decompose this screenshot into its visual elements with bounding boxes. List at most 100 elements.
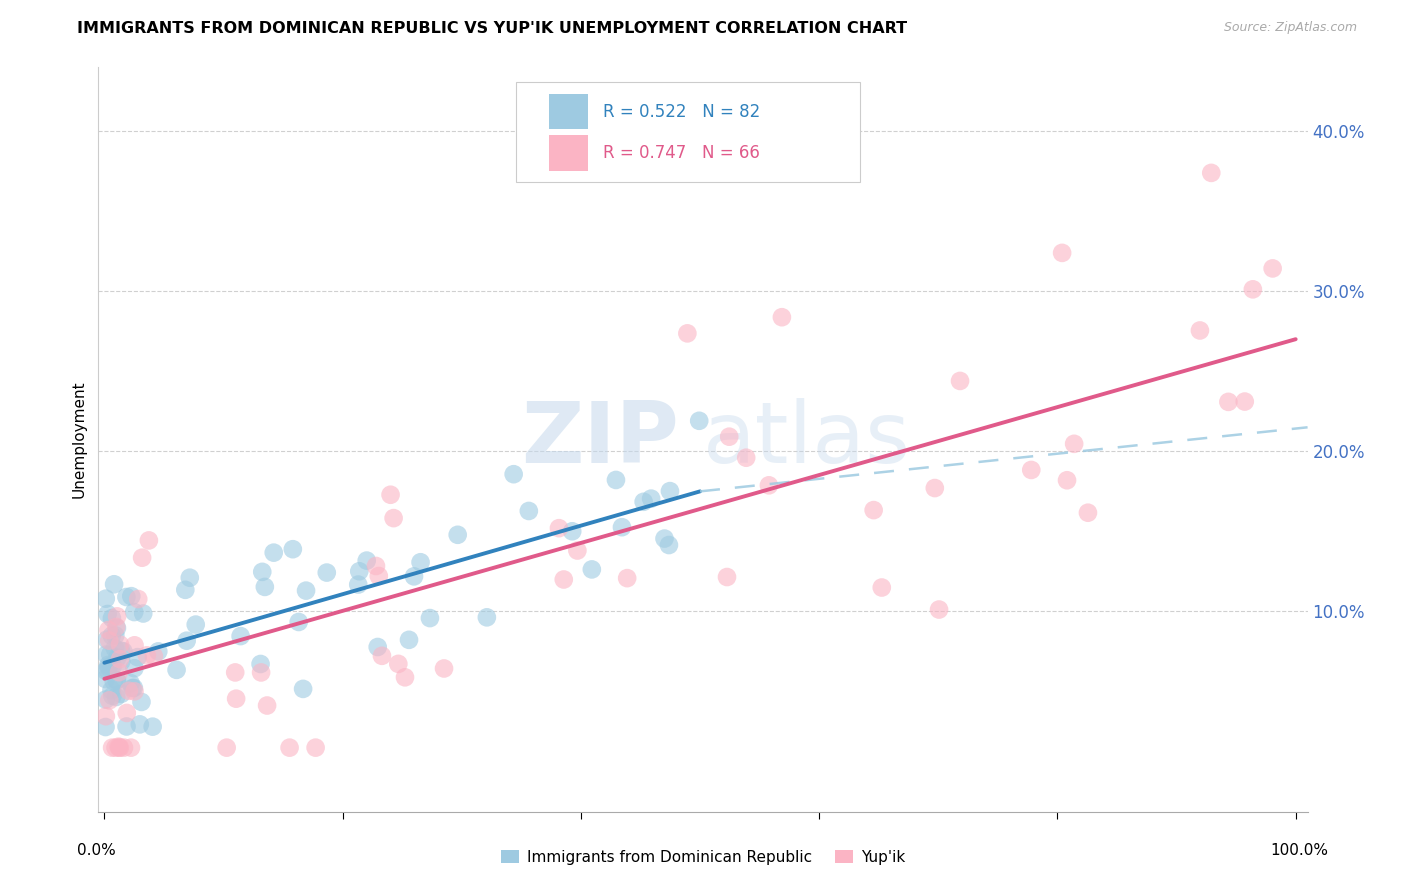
Point: [633, 495, 655, 509]
Point: [135, 648, 157, 663]
Point: [610, 520, 633, 534]
Point: [108, 652, 131, 666]
Point: [115, 590, 138, 604]
Point: [758, 478, 780, 492]
Point: [131, 550, 153, 565]
Point: [364, 558, 387, 573]
Point: [394, 670, 416, 684]
Text: atlas: atlas: [703, 398, 911, 481]
Point: [475, 610, 498, 624]
Point: [166, 663, 188, 677]
Point: [148, 644, 170, 658]
Point: [862, 503, 884, 517]
Point: [120, 589, 142, 603]
Legend: Immigrants from Dominican Republic, Yup'ik: Immigrants from Dominican Republic, Yup'…: [495, 844, 911, 871]
Point: [101, 740, 124, 755]
Point: [124, 638, 146, 652]
Point: [567, 543, 589, 558]
Point: [278, 740, 301, 755]
Point: [104, 628, 127, 642]
Point: [105, 673, 128, 687]
Point: [100, 659, 122, 673]
Point: [101, 611, 124, 625]
Point: [605, 473, 627, 487]
Point: [131, 695, 153, 709]
Point: [252, 565, 274, 579]
Point: [253, 580, 276, 594]
Point: [616, 571, 638, 585]
Text: IMMIGRANTS FROM DOMINICAN REPUBLIC VS YUP'IK UNEMPLOYMENT CORRELATION CHART: IMMIGRANTS FROM DOMINICAN REPUBLIC VS YU…: [77, 21, 907, 36]
Point: [380, 488, 402, 502]
Point: [502, 467, 524, 482]
Point: [548, 521, 571, 535]
Text: 100.0%: 100.0%: [1271, 843, 1329, 858]
Point: [112, 740, 135, 755]
Point: [263, 546, 285, 560]
Point: [304, 740, 326, 755]
Point: [1241, 282, 1264, 296]
Point: [928, 602, 950, 616]
Point: [112, 644, 135, 658]
Point: [688, 414, 710, 428]
Point: [215, 740, 238, 755]
Point: [122, 681, 145, 695]
Point: [174, 582, 197, 597]
Point: [658, 484, 681, 499]
Point: [179, 571, 201, 585]
Point: [101, 658, 124, 673]
Point: [1050, 245, 1073, 260]
Point: [122, 605, 145, 619]
Point: [108, 665, 131, 680]
Point: [110, 655, 132, 669]
Point: [105, 620, 128, 634]
Point: [105, 690, 128, 704]
Point: [387, 657, 409, 671]
Point: [110, 644, 132, 658]
Point: [1063, 437, 1085, 451]
Point: [107, 739, 129, 754]
Point: [770, 310, 793, 325]
Point: [949, 374, 972, 388]
Point: [1233, 394, 1256, 409]
Point: [105, 651, 128, 665]
Point: [108, 638, 131, 652]
Point: [97, 657, 120, 672]
Point: [115, 719, 138, 733]
Point: [658, 538, 681, 552]
Point: [97, 607, 120, 621]
Point: [367, 569, 389, 583]
Point: [120, 676, 142, 690]
Point: [97, 660, 120, 674]
Point: [138, 533, 160, 548]
Point: [1261, 261, 1284, 276]
Point: [924, 481, 946, 495]
Point: [256, 698, 278, 713]
Point: [94, 709, 117, 723]
Point: [127, 592, 149, 607]
Text: Source: ZipAtlas.com: Source: ZipAtlas.com: [1223, 21, 1357, 34]
Point: [142, 649, 165, 664]
Bar: [550, 94, 588, 129]
Point: [103, 577, 125, 591]
Point: [100, 683, 122, 698]
Point: [94, 720, 117, 734]
Point: [447, 528, 470, 542]
Point: [104, 641, 127, 656]
Bar: [550, 135, 588, 170]
Text: ZIP: ZIP: [522, 398, 679, 481]
Point: [581, 562, 603, 576]
Point: [398, 632, 420, 647]
Point: [105, 621, 128, 635]
Point: [94, 664, 117, 678]
Point: [224, 665, 246, 680]
Point: [419, 611, 441, 625]
Point: [561, 524, 583, 539]
Point: [142, 720, 165, 734]
Point: [250, 665, 273, 680]
Point: [371, 648, 394, 663]
Point: [101, 689, 124, 703]
Point: [105, 609, 128, 624]
Text: R = 0.522   N = 82: R = 0.522 N = 82: [603, 103, 759, 120]
Point: [402, 569, 425, 583]
Point: [315, 566, 337, 580]
